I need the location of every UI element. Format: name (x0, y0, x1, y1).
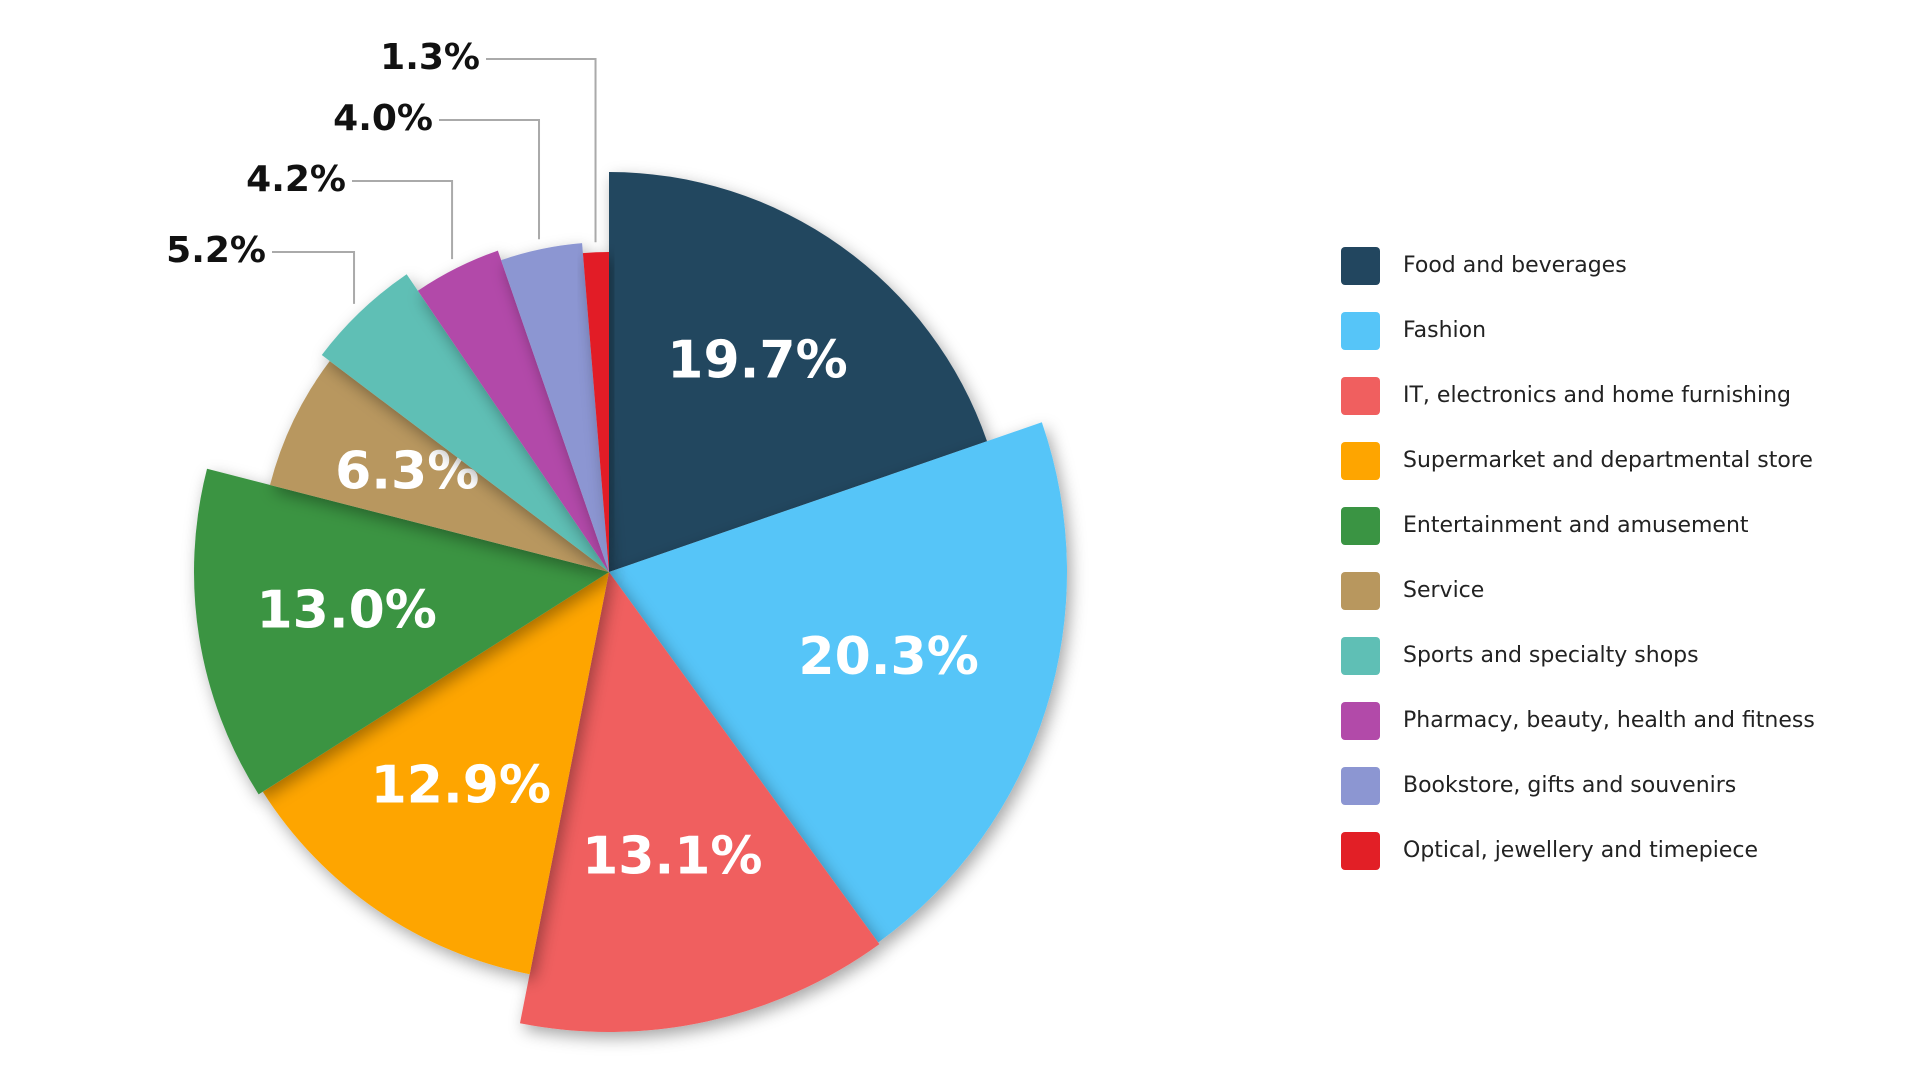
legend-swatch (1341, 572, 1380, 610)
data-label: 13.1% (582, 827, 762, 887)
pie-slice (609, 172, 988, 572)
pie-slice (582, 252, 609, 572)
data-label: 5.2% (166, 230, 266, 271)
legend-label: Service (1403, 578, 1484, 603)
legend-swatch (1341, 832, 1380, 870)
pie-slice (417, 250, 609, 572)
legend-label: Fashion (1403, 318, 1486, 343)
legend-label: Pharmacy, beauty, health and fitness (1403, 708, 1815, 733)
pie-slice (194, 468, 609, 795)
data-label: 20.3% (798, 627, 978, 687)
pie-slice (609, 422, 1067, 943)
pie-slice (321, 274, 609, 572)
legend-label: Entertainment and amusement (1403, 513, 1749, 538)
data-label: 4.0% (333, 98, 433, 139)
legend-label: Supermarket and departmental store (1403, 448, 1813, 473)
legend-label: Bookstore, gifts and souvenirs (1403, 773, 1736, 798)
legend-swatch (1341, 247, 1380, 285)
data-label: 12.9% (371, 756, 551, 816)
leader-line (272, 251, 356, 304)
data-label: 1.3% (380, 37, 480, 78)
legend-label: Sports and specialty shops (1403, 643, 1699, 668)
legend-label: Food and beverages (1403, 253, 1627, 278)
legend-swatch (1341, 702, 1380, 740)
pie-slice (262, 572, 609, 975)
data-label: 13.0% (256, 581, 436, 641)
legend-swatch (1341, 767, 1380, 805)
pie-slice (519, 572, 880, 1032)
legend-swatch (1341, 637, 1380, 675)
leader-line (352, 180, 454, 260)
legend-swatch (1341, 312, 1380, 350)
leader-line (486, 58, 597, 243)
legend-swatch (1341, 507, 1380, 545)
pie-slice (501, 243, 609, 572)
legend-label: IT, electronics and home furnishing (1403, 383, 1791, 408)
pie-slice (269, 360, 609, 572)
legend-label: Optical, jewellery and timepiece (1403, 838, 1758, 863)
legend-swatch (1341, 442, 1380, 480)
data-label: 4.2% (246, 159, 346, 200)
leader-line (439, 119, 541, 240)
data-label: 19.7% (667, 330, 847, 390)
legend-swatch (1341, 377, 1380, 415)
